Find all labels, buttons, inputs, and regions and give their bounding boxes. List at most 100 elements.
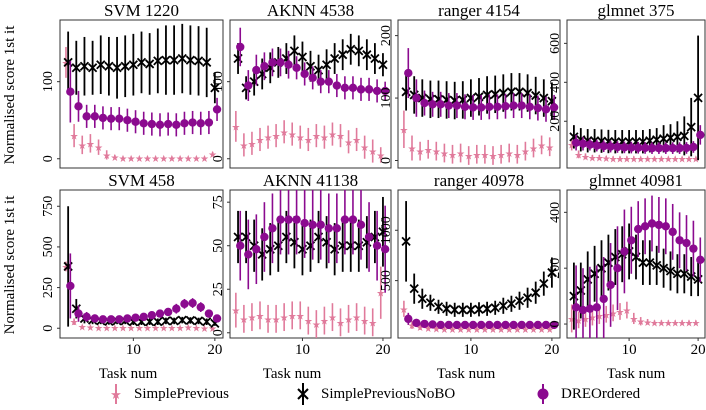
- point-circle: [324, 77, 333, 86]
- point-star: ★: [472, 150, 481, 161]
- point-circle: [627, 236, 636, 245]
- x-tick-label: 20: [691, 342, 706, 358]
- point-star: ★: [529, 144, 538, 155]
- point-circle: [380, 245, 390, 254]
- point-x: [539, 278, 549, 289]
- point-x: [665, 266, 676, 276]
- point-star: ★: [616, 307, 625, 318]
- point-x: [474, 304, 484, 314]
- point-star: ★: [588, 313, 597, 324]
- point-star: ★: [464, 325, 473, 336]
- point-circle: [578, 139, 588, 148]
- point-circle: [236, 42, 245, 52]
- point-star: ★: [184, 154, 193, 165]
- point-star: ★: [143, 323, 152, 334]
- point-circle: [634, 224, 643, 234]
- point-star: ★: [110, 153, 119, 164]
- point-x: [441, 304, 452, 314]
- point-star: ★: [545, 143, 554, 154]
- point-star: ★: [643, 155, 652, 166]
- y-tick-label: 0: [41, 155, 56, 162]
- point-circle: [613, 142, 622, 152]
- point-circle: [308, 73, 317, 83]
- point-x: [490, 303, 500, 313]
- point-circle: [585, 304, 595, 313]
- point-star: ★: [416, 323, 425, 334]
- point-circle: [436, 100, 445, 109]
- point-circle: [675, 236, 684, 245]
- point-circle: [627, 143, 636, 152]
- point-circle: [268, 224, 277, 233]
- point-star: ★: [480, 150, 489, 161]
- point-star: ★: [574, 316, 583, 327]
- point-star: ★: [151, 154, 160, 165]
- legend-item-simpleprevious: ★ SimplePrevious: [108, 380, 229, 408]
- point-circle: [571, 303, 581, 312]
- point-circle: [163, 119, 173, 129]
- point-star: ★: [440, 149, 449, 160]
- point-star: ★: [616, 154, 625, 165]
- point-circle: [115, 114, 124, 123]
- point-x: [128, 60, 138, 70]
- point-circle: [501, 320, 510, 330]
- point-circle: [66, 281, 75, 291]
- point-star: ★: [208, 150, 217, 161]
- point-star: ★: [581, 152, 590, 163]
- point-circle: [292, 215, 301, 224]
- x-axis-label-col1: Task num: [99, 366, 158, 380]
- svg-text:★: ★: [110, 388, 122, 403]
- point-circle: [180, 119, 189, 128]
- point-x: [193, 316, 204, 326]
- series-x: [63, 206, 220, 328]
- panel-title: SVM 1220: [104, 1, 179, 20]
- point-x: [161, 316, 171, 326]
- point-circle: [316, 220, 325, 230]
- point-circle: [668, 143, 677, 153]
- point-star: ★: [480, 325, 489, 336]
- point-circle: [647, 143, 657, 153]
- point-circle: [436, 320, 445, 330]
- point-star: ★: [352, 313, 361, 324]
- point-star: ★: [399, 125, 408, 136]
- y-tick-label: 400: [548, 72, 563, 93]
- point-x: [145, 59, 155, 69]
- point-circle: [380, 86, 390, 96]
- legend: ★ SimplePrevious SimplePreviousNoBO DREO…: [0, 380, 706, 408]
- point-star: ★: [691, 319, 700, 330]
- x-tick-label: 10: [622, 342, 637, 358]
- point-x: [370, 53, 380, 64]
- y-tick-label: 50: [211, 239, 226, 253]
- point-x: [458, 305, 468, 315]
- point-star: ★: [602, 310, 611, 321]
- point-star: ★: [505, 325, 514, 336]
- point-star: ★: [657, 155, 666, 166]
- point-star: ★: [448, 150, 457, 161]
- point-star: ★: [102, 151, 111, 162]
- panel-title: ranger 4154: [438, 1, 520, 20]
- y-tick-label: 75: [211, 195, 226, 209]
- legend-label: DREOrdered: [561, 385, 641, 402]
- x-tick-label: 10: [126, 342, 141, 358]
- point-star: ★: [239, 141, 248, 152]
- point-star: ★: [86, 323, 95, 334]
- point-circle: [324, 224, 333, 233]
- point-circle: [592, 303, 601, 312]
- point-star: ★: [685, 319, 694, 330]
- point-x: [450, 305, 460, 315]
- point-x: [112, 63, 122, 73]
- point-circle: [364, 232, 374, 242]
- point-x: [354, 46, 364, 56]
- point-x: [672, 269, 683, 279]
- point-x: [153, 56, 163, 66]
- point-star: ★: [288, 130, 297, 141]
- point-circle: [276, 215, 285, 224]
- point-x: [104, 61, 114, 71]
- point-circle: [525, 102, 534, 112]
- point-x: [177, 315, 187, 325]
- point-x: [378, 60, 388, 70]
- point-star: ★: [296, 133, 305, 144]
- y-tick-label: 100: [379, 88, 394, 109]
- point-circle: [74, 102, 83, 111]
